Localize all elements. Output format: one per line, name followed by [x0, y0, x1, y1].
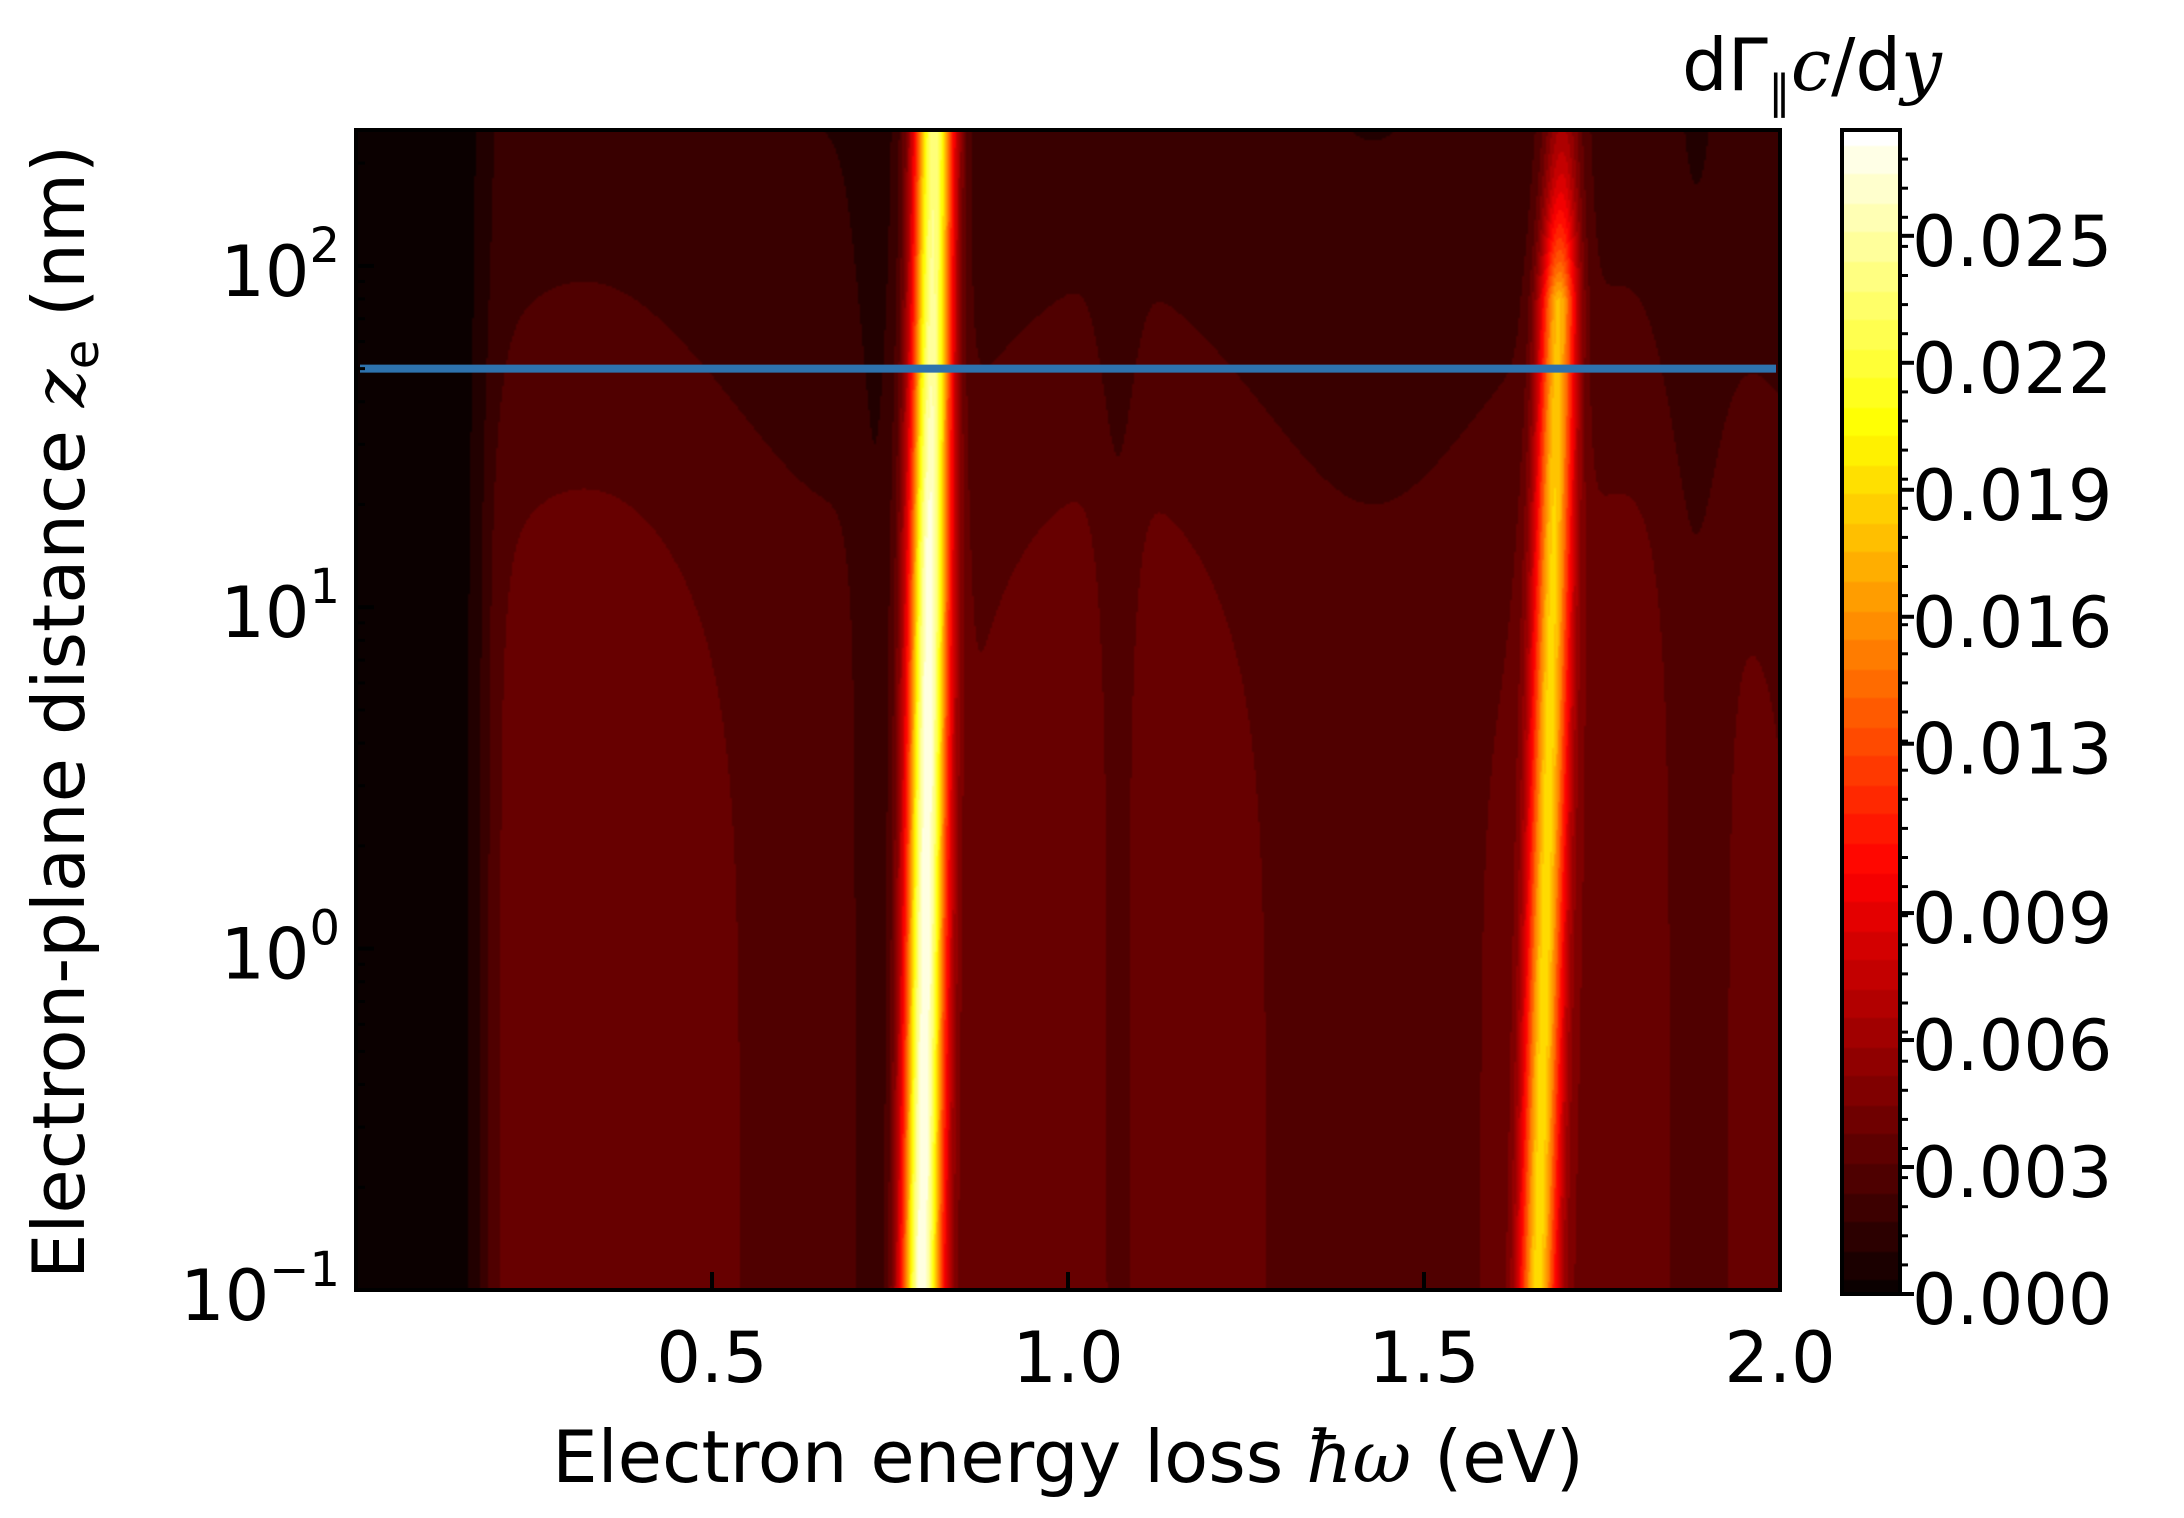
- colorbar-tick-label: 0.006: [1912, 1005, 2112, 1087]
- y-tick-label: 100: [220, 901, 340, 996]
- x-tick-label: 1.0: [1012, 1317, 1123, 1399]
- x-tick-label: 2.0: [1724, 1317, 1835, 1399]
- colorbar-tick-label: 0.019: [1912, 455, 2112, 537]
- y-tick-label: 101: [220, 559, 340, 654]
- colorbar-label: dΓ∥c/dy: [1682, 23, 1943, 119]
- x-axis-label: Electron energy loss ħω (eV): [552, 1415, 1584, 1499]
- y-axis-label: Electron-plane distance ze (nm): [17, 145, 110, 1279]
- colorbar-frame: [1840, 128, 1902, 1296]
- colorbar-tick-label: 0.000: [1912, 1259, 2112, 1341]
- colorbar-tick-label: 0.016: [1912, 582, 2112, 664]
- y-tick-label: 102: [220, 218, 340, 313]
- x-tick-label: 1.5: [1368, 1317, 1479, 1399]
- colorbar-tick-label: 0.013: [1912, 709, 2112, 791]
- heatmap-plot-area: [356, 130, 1780, 1290]
- colorbar-gradient: [1842, 130, 1900, 1294]
- x-axis: 0.5 1.0 1.5 2.0: [656, 1272, 1836, 1399]
- colorbar-tick-label: 0.009: [1912, 878, 2112, 960]
- y-axis: 10−1 100 101 102: [180, 161, 374, 1337]
- colorbar-tick-label: 0.003: [1912, 1132, 2112, 1214]
- plot-frame: [354, 128, 1782, 1292]
- x-tick-label: 0.5: [656, 1317, 767, 1399]
- colorbar-axis: 0.000 0.003 0.006 0.009 0.013 0.016 0.019 0.022…: [1900, 157, 2112, 1341]
- y-tick-label: 10−1: [180, 1242, 340, 1337]
- colorbar-tick-label: 0.022: [1912, 328, 2112, 410]
- colorbar-tick-label: 0.025: [1912, 201, 2112, 283]
